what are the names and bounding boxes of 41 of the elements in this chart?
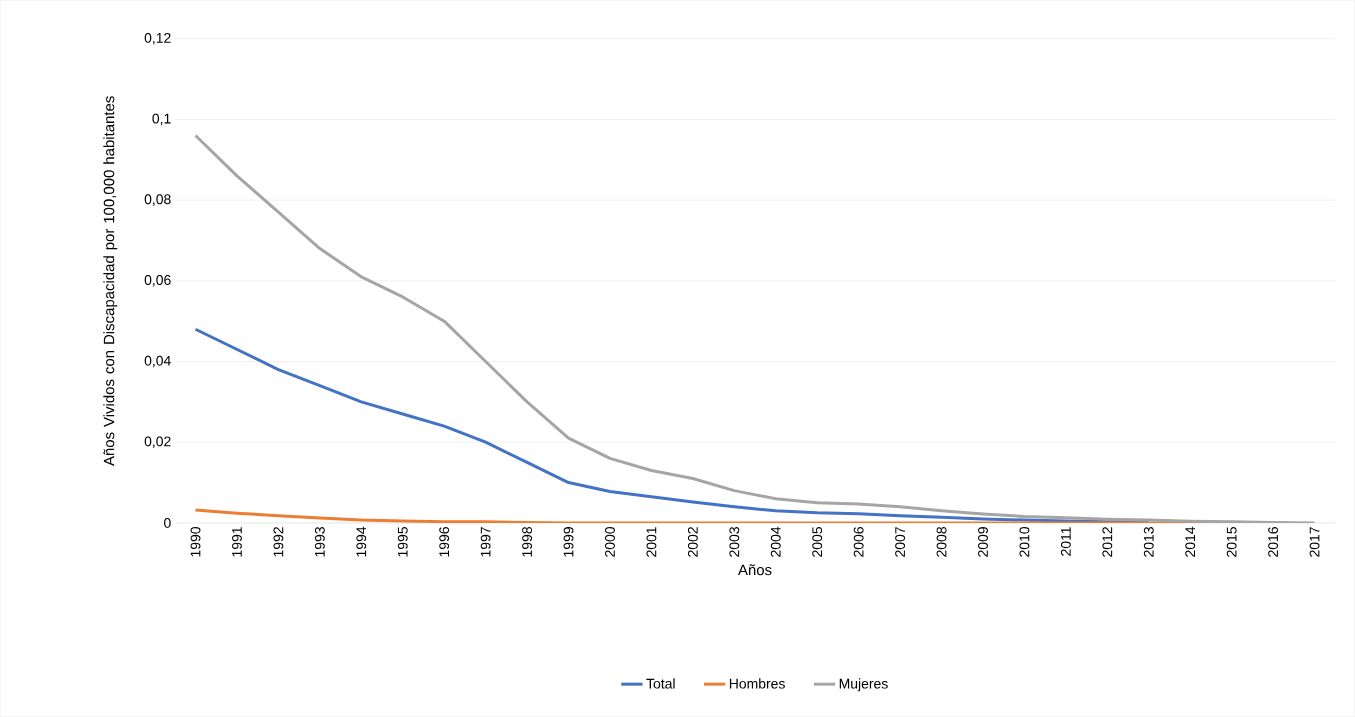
line-series <box>194 134 1317 524</box>
y-axis-title: Años Vividos con Discapacidad por 100,000 habitantes <box>103 96 118 467</box>
x-tick-label: 2009 <box>978 527 988 557</box>
x-tick-label: 1993 <box>314 527 325 557</box>
legend-label: Hombres <box>729 678 785 689</box>
y-tick-label: 0,1 <box>152 113 171 126</box>
x-tick-label: 2011 <box>1060 527 1071 556</box>
x-tick-label: 1992 <box>273 527 284 557</box>
y-tick-label: 0,02 <box>144 436 171 449</box>
y-tick-label: 0,04 <box>144 355 171 368</box>
x-tick-label: 2008 <box>936 527 947 557</box>
x-tick-label: 1997 <box>480 527 491 557</box>
y-tick-label: 0 <box>164 518 171 529</box>
x-tick-label: 2005 <box>812 527 823 557</box>
legend-label: Total <box>646 678 675 689</box>
x-tick-label: 1991 <box>232 527 242 557</box>
x-tick-label: 1996 <box>439 527 450 557</box>
x-tick-label: 2003 <box>729 527 740 557</box>
x-tick-label: 2001 <box>646 527 657 557</box>
x-tick-label: 2007 <box>895 527 906 557</box>
x-tick-label: 2004 <box>770 527 781 557</box>
x-tick-label: 2002 <box>687 527 698 557</box>
x-axis-title: Años <box>738 564 772 576</box>
x-tick-label: 1999 <box>563 527 574 557</box>
y-tick-label: 0,08 <box>144 194 171 207</box>
x-tick-label: 2015 <box>1226 527 1237 557</box>
x-tick-label: 2006 <box>853 527 864 557</box>
legend-label: Mujeres <box>839 678 888 692</box>
x-tick-label: 1990 <box>190 527 201 557</box>
x-tick-label: 2000 <box>605 527 615 557</box>
y-tick-label: 0,12 <box>144 33 171 45</box>
x-tick-label: 2017 <box>1309 527 1320 557</box>
x-tick-label: 2013 <box>1143 527 1154 557</box>
x-tick-label: 1995 <box>397 527 408 557</box>
x-tick-label: 1998 <box>522 527 533 557</box>
x-tick-label: 2012 <box>1102 527 1113 557</box>
x-tick-label: 1994 <box>356 527 367 557</box>
x-tick-label: 2016 <box>1268 527 1279 557</box>
x-tick-label: 2014 <box>1185 527 1196 557</box>
x-tick-label: 2010 <box>1019 527 1030 557</box>
y-tick-label: 0,06 <box>144 275 171 287</box>
